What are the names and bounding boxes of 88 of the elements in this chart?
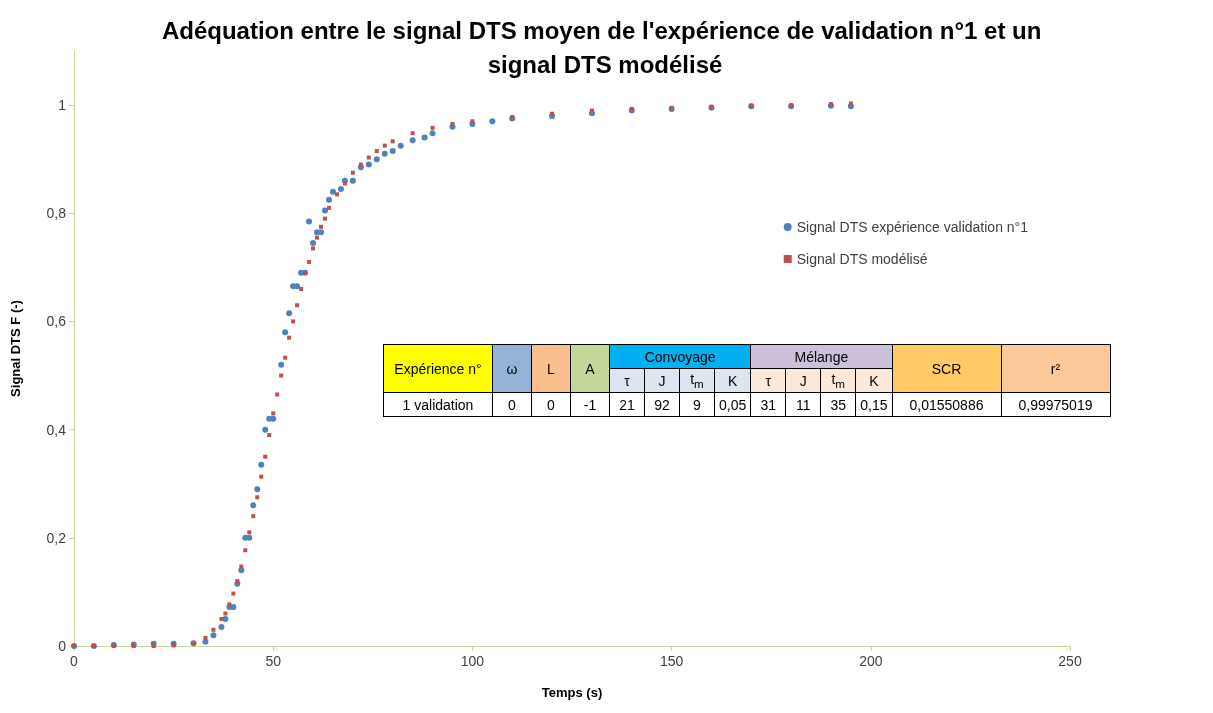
point xyxy=(307,259,312,264)
point xyxy=(295,303,300,308)
y-tick-label: 1 xyxy=(58,97,67,114)
y-tick-label: 0,4 xyxy=(46,421,67,438)
annotation: 0 xyxy=(492,392,532,417)
point xyxy=(311,246,316,251)
annotation: ω xyxy=(492,344,532,393)
point xyxy=(251,514,256,519)
point xyxy=(410,131,415,136)
annotation: A xyxy=(570,344,610,393)
point xyxy=(239,564,244,569)
annotation: 35 xyxy=(820,392,856,417)
point xyxy=(350,170,355,175)
point xyxy=(211,627,216,632)
annotation: 31 xyxy=(750,392,786,417)
point xyxy=(263,454,268,459)
y-tick-label: 0,6 xyxy=(46,313,67,330)
y-tick-label: 0 xyxy=(58,638,67,654)
point xyxy=(151,644,156,648)
point xyxy=(848,101,853,106)
annotation: 0,05 xyxy=(714,392,751,417)
annotation: K xyxy=(714,368,751,393)
y-tick-label: 0,8 xyxy=(46,205,67,222)
point xyxy=(255,495,260,500)
annotation: Mélange xyxy=(750,344,892,369)
point xyxy=(219,616,224,621)
legend-label: Signal DTS modélisé xyxy=(796,251,928,267)
annotation: Expérience n° xyxy=(383,344,493,393)
annotation: 0,15 xyxy=(855,392,892,417)
annotation: τ xyxy=(609,368,645,393)
annotation: t$_{m}$ xyxy=(820,368,856,393)
point xyxy=(247,530,252,535)
x-tick-label: 50 xyxy=(265,653,282,669)
point xyxy=(374,149,379,154)
annotation: τ xyxy=(750,368,786,393)
point xyxy=(390,139,395,144)
point xyxy=(287,335,292,340)
point xyxy=(291,319,296,324)
annotation: J xyxy=(785,368,821,393)
point xyxy=(342,181,347,186)
point xyxy=(319,224,324,229)
x-tick-label: 200 xyxy=(859,653,883,669)
point xyxy=(275,392,280,397)
annotation: 11 xyxy=(785,392,821,417)
point xyxy=(382,143,387,148)
point xyxy=(322,216,327,221)
point xyxy=(227,602,232,607)
point xyxy=(259,474,264,479)
x-tick-label: 250 xyxy=(1058,653,1082,669)
annotation: 0,99975019 xyxy=(1001,392,1110,417)
annotation: J xyxy=(644,368,680,393)
annotation: 92 xyxy=(644,392,680,417)
x-tick-label: 100 xyxy=(460,653,485,669)
annotation: K xyxy=(855,368,892,393)
x-tick-label: 0 xyxy=(70,653,79,669)
y-tick-label: 0,2 xyxy=(46,529,67,546)
annotation: 9 xyxy=(679,392,715,417)
point xyxy=(271,411,276,416)
point xyxy=(203,635,208,640)
chart-title: Adéquation entre le signal DTS moyen de l'expérience de validation n°1 et un signal DTS modélisé xyxy=(161,16,1049,78)
y-axis-title: Signal DTS F (-) xyxy=(8,300,23,397)
point xyxy=(315,235,320,240)
x-tick-label: 150 xyxy=(659,653,684,669)
point xyxy=(267,433,272,438)
point xyxy=(283,355,288,360)
annotation: 1 validation xyxy=(383,392,493,417)
annotation: 21 xyxy=(609,392,645,417)
point xyxy=(326,205,331,210)
point xyxy=(334,192,339,197)
point xyxy=(430,125,435,130)
point xyxy=(231,591,236,596)
annotation: 0,01550886 xyxy=(892,392,1001,417)
legend-label: Signal DTS expérience validation n°1 xyxy=(796,219,1029,235)
point xyxy=(279,373,284,378)
annotation: 0 xyxy=(531,392,571,417)
x-axis-title: Temps (s) xyxy=(541,685,603,700)
point xyxy=(366,155,371,160)
point xyxy=(223,611,228,616)
point xyxy=(243,548,248,553)
annotation: -1 xyxy=(570,392,610,417)
point xyxy=(358,162,363,167)
point xyxy=(299,287,304,291)
annotation: r² xyxy=(1001,344,1110,393)
annotation: L xyxy=(531,344,571,393)
annotation: Convoyage xyxy=(609,344,751,369)
annotation: t$_{m}$ xyxy=(679,368,715,393)
point xyxy=(589,108,594,113)
annotation: SCR xyxy=(892,344,1001,393)
